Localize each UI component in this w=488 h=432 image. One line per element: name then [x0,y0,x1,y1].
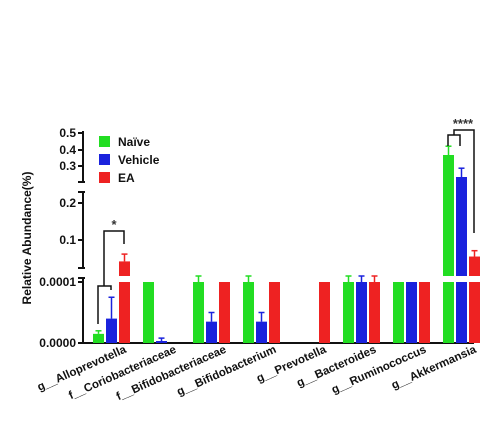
bar [356,282,367,343]
significance-bracket [103,230,125,286]
legend-swatch [99,136,110,147]
bar [469,282,480,343]
bar [419,282,430,343]
bar [406,282,417,343]
bar [456,177,467,276]
y-tick-label: 0.1 [59,233,76,247]
legend-swatch [99,154,110,165]
y-axis-label: Relative Abundance(%) [20,172,34,305]
bar [106,318,117,343]
bar [119,261,130,276]
significance-bracket [97,285,112,324]
bar [443,155,454,276]
bar [143,282,154,343]
x-tick-label: g__Akkermansia [390,344,479,392]
significance-label: **** [453,116,474,131]
bar [456,282,467,343]
bar [93,333,104,343]
bar [369,282,380,343]
y-tick-label: 0.4 [59,143,76,157]
y-tick-label: 0.3 [59,159,76,173]
legend-label: Naïve [118,135,150,149]
legend-label: EA [118,171,135,185]
bar [119,282,130,343]
legend-swatch [99,172,110,183]
bar [193,282,204,343]
significance-label: * [111,217,117,232]
y-tick-label: 0.2 [59,196,76,210]
y-tick-label: 0.0001 [39,275,76,289]
legend-label: Vehicle [118,153,160,167]
bar [469,256,480,276]
bar [243,282,254,343]
bar [256,321,267,343]
bar [269,282,280,343]
bar [343,282,354,343]
significance-bracket [453,129,475,233]
bar [206,321,217,343]
bar [219,282,230,343]
bar [156,341,167,343]
y-tick-label: 0.5 [59,126,76,140]
y-tick-label: 0.0000 [39,336,76,350]
significance-bracket [447,134,461,146]
bar [319,282,330,343]
bar [393,282,404,343]
bar [443,282,454,343]
